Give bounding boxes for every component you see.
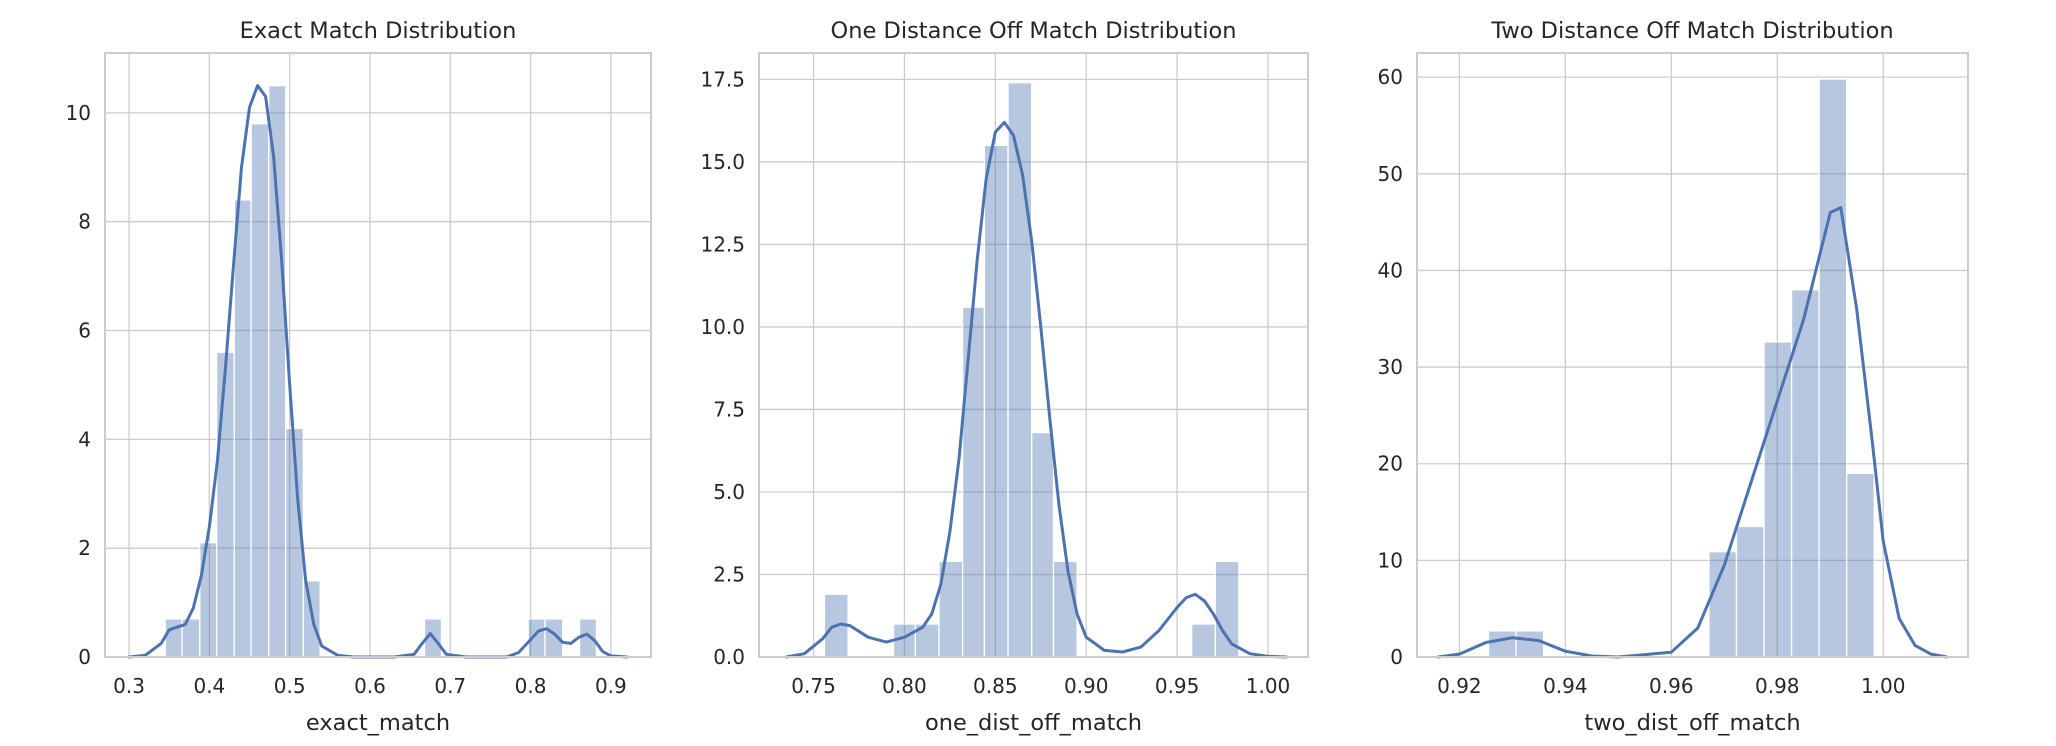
histogram-bar bbox=[1735, 525, 1765, 658]
y-tick-label: 2.5 bbox=[713, 562, 745, 586]
x-tick-label: 0.80 bbox=[882, 674, 927, 698]
histogram-bar bbox=[268, 84, 287, 658]
x-tick-label: 0.9 bbox=[595, 674, 627, 698]
kde-line bbox=[127, 84, 629, 659]
histogram-bar bbox=[1846, 472, 1875, 658]
histogram-bar bbox=[578, 618, 598, 658]
chart-title: Exact Match Distribution bbox=[240, 18, 517, 44]
axes-frame bbox=[1416, 52, 1969, 658]
histogram-bars bbox=[1487, 78, 1875, 658]
chart-panel-2: 0.75 0.80 0.85 0.90 0.95 1.00 0.0 2.5 5.0 7.5 10.0… bbox=[700, 18, 1309, 736]
histogram-bar bbox=[250, 123, 270, 658]
x-axis-label: exact_match bbox=[306, 710, 450, 736]
x-tick-label: 0.4 bbox=[193, 674, 225, 698]
x-tick-label: 0.96 bbox=[1649, 674, 1694, 698]
x-tick-label: 0.7 bbox=[434, 674, 466, 698]
x-tick-label: 0.94 bbox=[1543, 674, 1588, 698]
x-tick-label: 0.3 bbox=[113, 674, 145, 698]
histogram-bar bbox=[1191, 623, 1216, 658]
histogram-bar bbox=[961, 306, 986, 658]
y-tick-label: 0.0 bbox=[713, 645, 745, 669]
y-tick-label: 50 bbox=[1378, 162, 1403, 186]
chart-panel-1: 0.3 0.4 0.5 0.6 0.7 0.8 0.9 0 2 4 6 8 10 Exact Match … bbox=[66, 18, 652, 736]
y-tick-label: 0 bbox=[1390, 645, 1403, 669]
y-tick-label: 17.5 bbox=[700, 67, 745, 91]
histogram-bars bbox=[164, 84, 598, 658]
histogram-bar bbox=[1487, 630, 1517, 658]
histogram-bar bbox=[1763, 341, 1793, 658]
x-tick-label: 0.92 bbox=[1437, 674, 1482, 698]
histogram-bar bbox=[1031, 431, 1055, 658]
y-tick-label: 7.5 bbox=[713, 397, 745, 421]
x-tick-label: 1.00 bbox=[1246, 674, 1291, 698]
histogram-bar bbox=[1052, 560, 1078, 658]
x-tick-label: 1.00 bbox=[1861, 674, 1906, 698]
x-tick-label: 0.90 bbox=[1064, 674, 1109, 698]
y-tick-label: 0 bbox=[78, 645, 91, 669]
histogram-bar bbox=[1214, 560, 1240, 658]
x-tick-label: 0.75 bbox=[791, 674, 836, 698]
x-tick-label: 0.5 bbox=[274, 674, 306, 698]
chart-panel-3: 0.92 0.94 0.96 0.98 1.00 0 10 20 30 40 50 60 Two Dis… bbox=[1378, 18, 1969, 736]
histogram-bar bbox=[1818, 78, 1848, 658]
axes-frame bbox=[104, 52, 652, 658]
histogram-bar bbox=[215, 351, 235, 658]
y-tick-label: 8 bbox=[78, 210, 91, 234]
grid-lines bbox=[1417, 53, 1968, 658]
kde-line bbox=[784, 120, 1288, 659]
kde-line bbox=[1436, 206, 1949, 659]
x-tick-label: 0.95 bbox=[1155, 674, 1200, 698]
histogram-bar bbox=[1790, 289, 1820, 658]
y-tick-label: 2 bbox=[78, 536, 91, 560]
chart-title: Two Distance Off Match Distribution bbox=[1490, 18, 1893, 44]
y-tick-label: 10 bbox=[1378, 548, 1403, 572]
y-tick-label: 60 bbox=[1378, 65, 1403, 89]
y-tick-label: 4 bbox=[78, 427, 91, 451]
axes-frame bbox=[758, 52, 1309, 658]
x-tick-label: 0.6 bbox=[354, 674, 386, 698]
x-axis-label: one_dist_off_match bbox=[925, 710, 1142, 736]
y-tick-label: 6 bbox=[78, 319, 91, 343]
histogram-bar bbox=[1515, 630, 1545, 658]
grid-lines bbox=[105, 53, 651, 658]
x-tick-label: 0.98 bbox=[1755, 674, 1800, 698]
histogram-bar bbox=[983, 144, 1009, 658]
y-tick-label: 12.5 bbox=[700, 232, 745, 256]
histogram-bars bbox=[823, 82, 1240, 658]
chart-title: One Distance Off Match Distribution bbox=[831, 18, 1237, 44]
y-tick-label: 10.0 bbox=[700, 315, 745, 339]
histogram-bar bbox=[164, 618, 183, 658]
y-tick-label: 10 bbox=[66, 101, 91, 125]
x-axis-label: two_dist_off_match bbox=[1584, 710, 1800, 736]
x-tick-label: 0.8 bbox=[515, 674, 547, 698]
y-tick-label: 20 bbox=[1378, 452, 1403, 476]
y-tick-label: 40 bbox=[1378, 258, 1403, 282]
x-tick-label: 0.85 bbox=[973, 674, 1018, 698]
histogram-bar bbox=[233, 199, 252, 658]
y-tick-label: 5.0 bbox=[713, 480, 745, 504]
histogram-bar bbox=[199, 542, 218, 658]
y-tick-label: 15.0 bbox=[700, 150, 745, 174]
y-tick-label: 30 bbox=[1378, 355, 1403, 379]
